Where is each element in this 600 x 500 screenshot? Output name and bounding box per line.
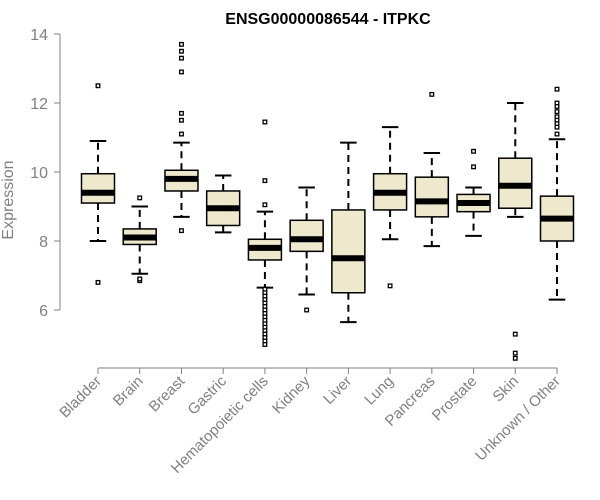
outlier-point — [554, 109, 560, 115]
x-tick-label: Breast — [146, 372, 189, 415]
boxes — [80, 41, 575, 361]
box-body — [80, 172, 116, 204]
y-tick-label: 8 — [39, 234, 48, 251]
x-tick-label: Brain — [110, 373, 147, 410]
outlier-point — [262, 202, 268, 208]
outlier-point — [95, 279, 101, 285]
box-hematopoietic-cells — [247, 119, 283, 347]
box-breast — [164, 41, 199, 234]
x-tick-label: Liver — [320, 373, 355, 408]
outlier-point — [471, 164, 476, 170]
x-tick-label: Bladder — [56, 373, 105, 422]
outlier-point — [554, 124, 560, 130]
box-skin — [498, 102, 533, 361]
outlier-point — [262, 342, 268, 347]
outlier-point — [512, 350, 518, 356]
y-tick-label: 12 — [30, 96, 48, 113]
outlier-point — [95, 83, 101, 89]
box-body — [331, 209, 366, 294]
outlier-point — [554, 131, 560, 137]
outlier-point — [387, 283, 393, 289]
x-tick-label: Kidney — [269, 372, 314, 417]
box-gastric — [205, 174, 241, 234]
box-liver — [331, 141, 366, 324]
y-tick-label: 14 — [30, 27, 48, 44]
outlier-point — [179, 228, 184, 234]
outlier-point — [179, 131, 184, 137]
box-pancreas — [414, 91, 450, 248]
outlier-point — [262, 119, 268, 125]
x-tick-label: Lung — [361, 373, 397, 409]
outlier-point — [179, 48, 184, 54]
box-prostate — [456, 148, 491, 237]
outlier-point — [179, 110, 184, 116]
box-body — [289, 219, 324, 253]
chart-title: ENSG00000086544 - ITPKC — [225, 11, 431, 28]
outlier-point — [179, 41, 184, 47]
y-axis: 6 8 10 12 14 — [30, 27, 61, 320]
outlier-point — [179, 55, 184, 61]
outlier-point — [179, 117, 184, 123]
outlier-point — [471, 148, 476, 154]
outlier-point — [512, 331, 518, 337]
outlier-point — [137, 195, 143, 201]
y-axis-label: Expression — [0, 160, 17, 239]
box-unknown-other — [539, 86, 575, 301]
outlier-point — [304, 307, 310, 313]
outlier-point — [137, 276, 143, 282]
box-kidney — [289, 186, 324, 313]
outlier-point — [554, 86, 560, 92]
x-tick-label: Prostate — [429, 373, 481, 425]
outlier-point — [262, 178, 268, 184]
box-lung — [372, 126, 408, 289]
box-body — [414, 176, 450, 218]
outlier-point — [554, 104, 560, 109]
outlier-point — [429, 91, 435, 97]
x-tick-label: Skin — [489, 373, 522, 406]
box-bladder — [80, 83, 116, 285]
outlier-point — [512, 355, 518, 361]
y-tick-label: 10 — [30, 165, 48, 182]
outlier-point — [179, 69, 184, 75]
box-brain — [122, 195, 157, 284]
y-tick-label: 6 — [39, 303, 48, 320]
